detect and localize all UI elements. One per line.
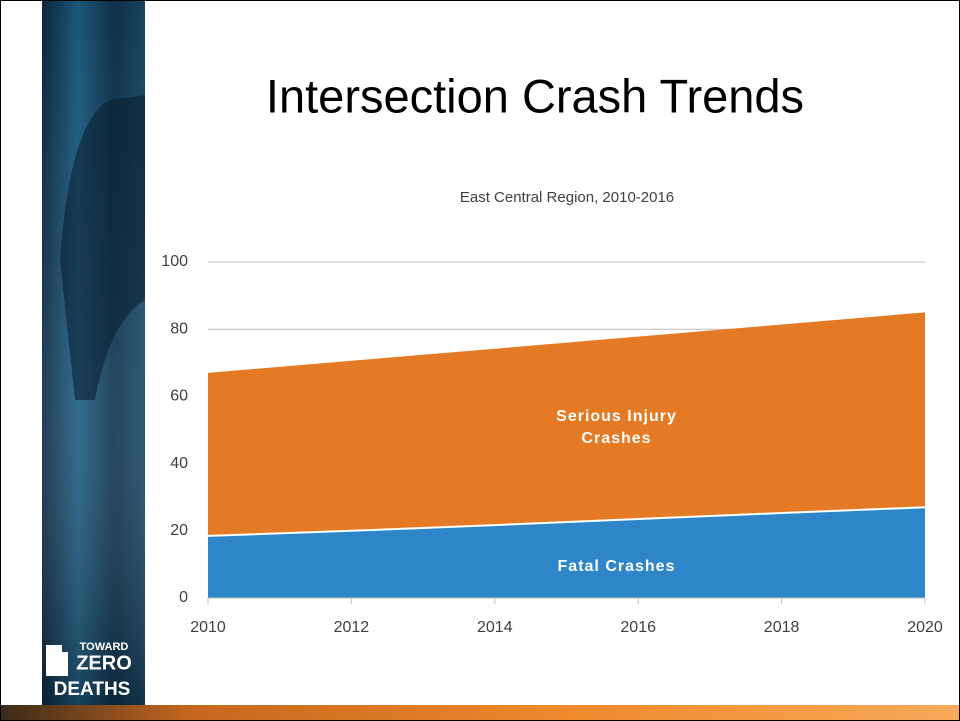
area-label: Fatal Crashes	[557, 557, 676, 575]
x-tick-label: 2014	[477, 619, 513, 636]
mirror-shape	[60, 95, 145, 400]
y-tick-label: 40	[170, 455, 188, 472]
area-label: Serious Injury Crashes	[556, 407, 677, 447]
x-tick-label: 2016	[620, 619, 656, 636]
logo-text: DEATHS	[54, 679, 131, 700]
y-tick-label: 80	[170, 320, 188, 337]
logo-state	[46, 645, 68, 676]
area-boundary	[207, 506, 926, 537]
x-tick-label: 2010	[190, 619, 226, 636]
y-tick-label: 20	[170, 522, 188, 539]
y-tick-label: 60	[170, 388, 188, 405]
logo-text: ZERO	[76, 652, 132, 674]
logo: TOWARD ZERO DEATHS	[46, 641, 132, 700]
x-tick-label: 2018	[764, 619, 800, 636]
logo-text: TOWARD	[80, 641, 129, 653]
x-tick-label: 2020	[907, 619, 943, 636]
bottom-bar	[0, 705, 960, 721]
y-tick-label: 100	[161, 253, 188, 270]
chart-subtitle: East Central Region, 2010-2016	[460, 189, 674, 206]
y-tick-label: 0	[179, 589, 188, 606]
chart-title: Intersection Crash Trends	[266, 69, 804, 122]
area	[208, 312, 925, 536]
x-tick-label: 2012	[334, 619, 370, 636]
